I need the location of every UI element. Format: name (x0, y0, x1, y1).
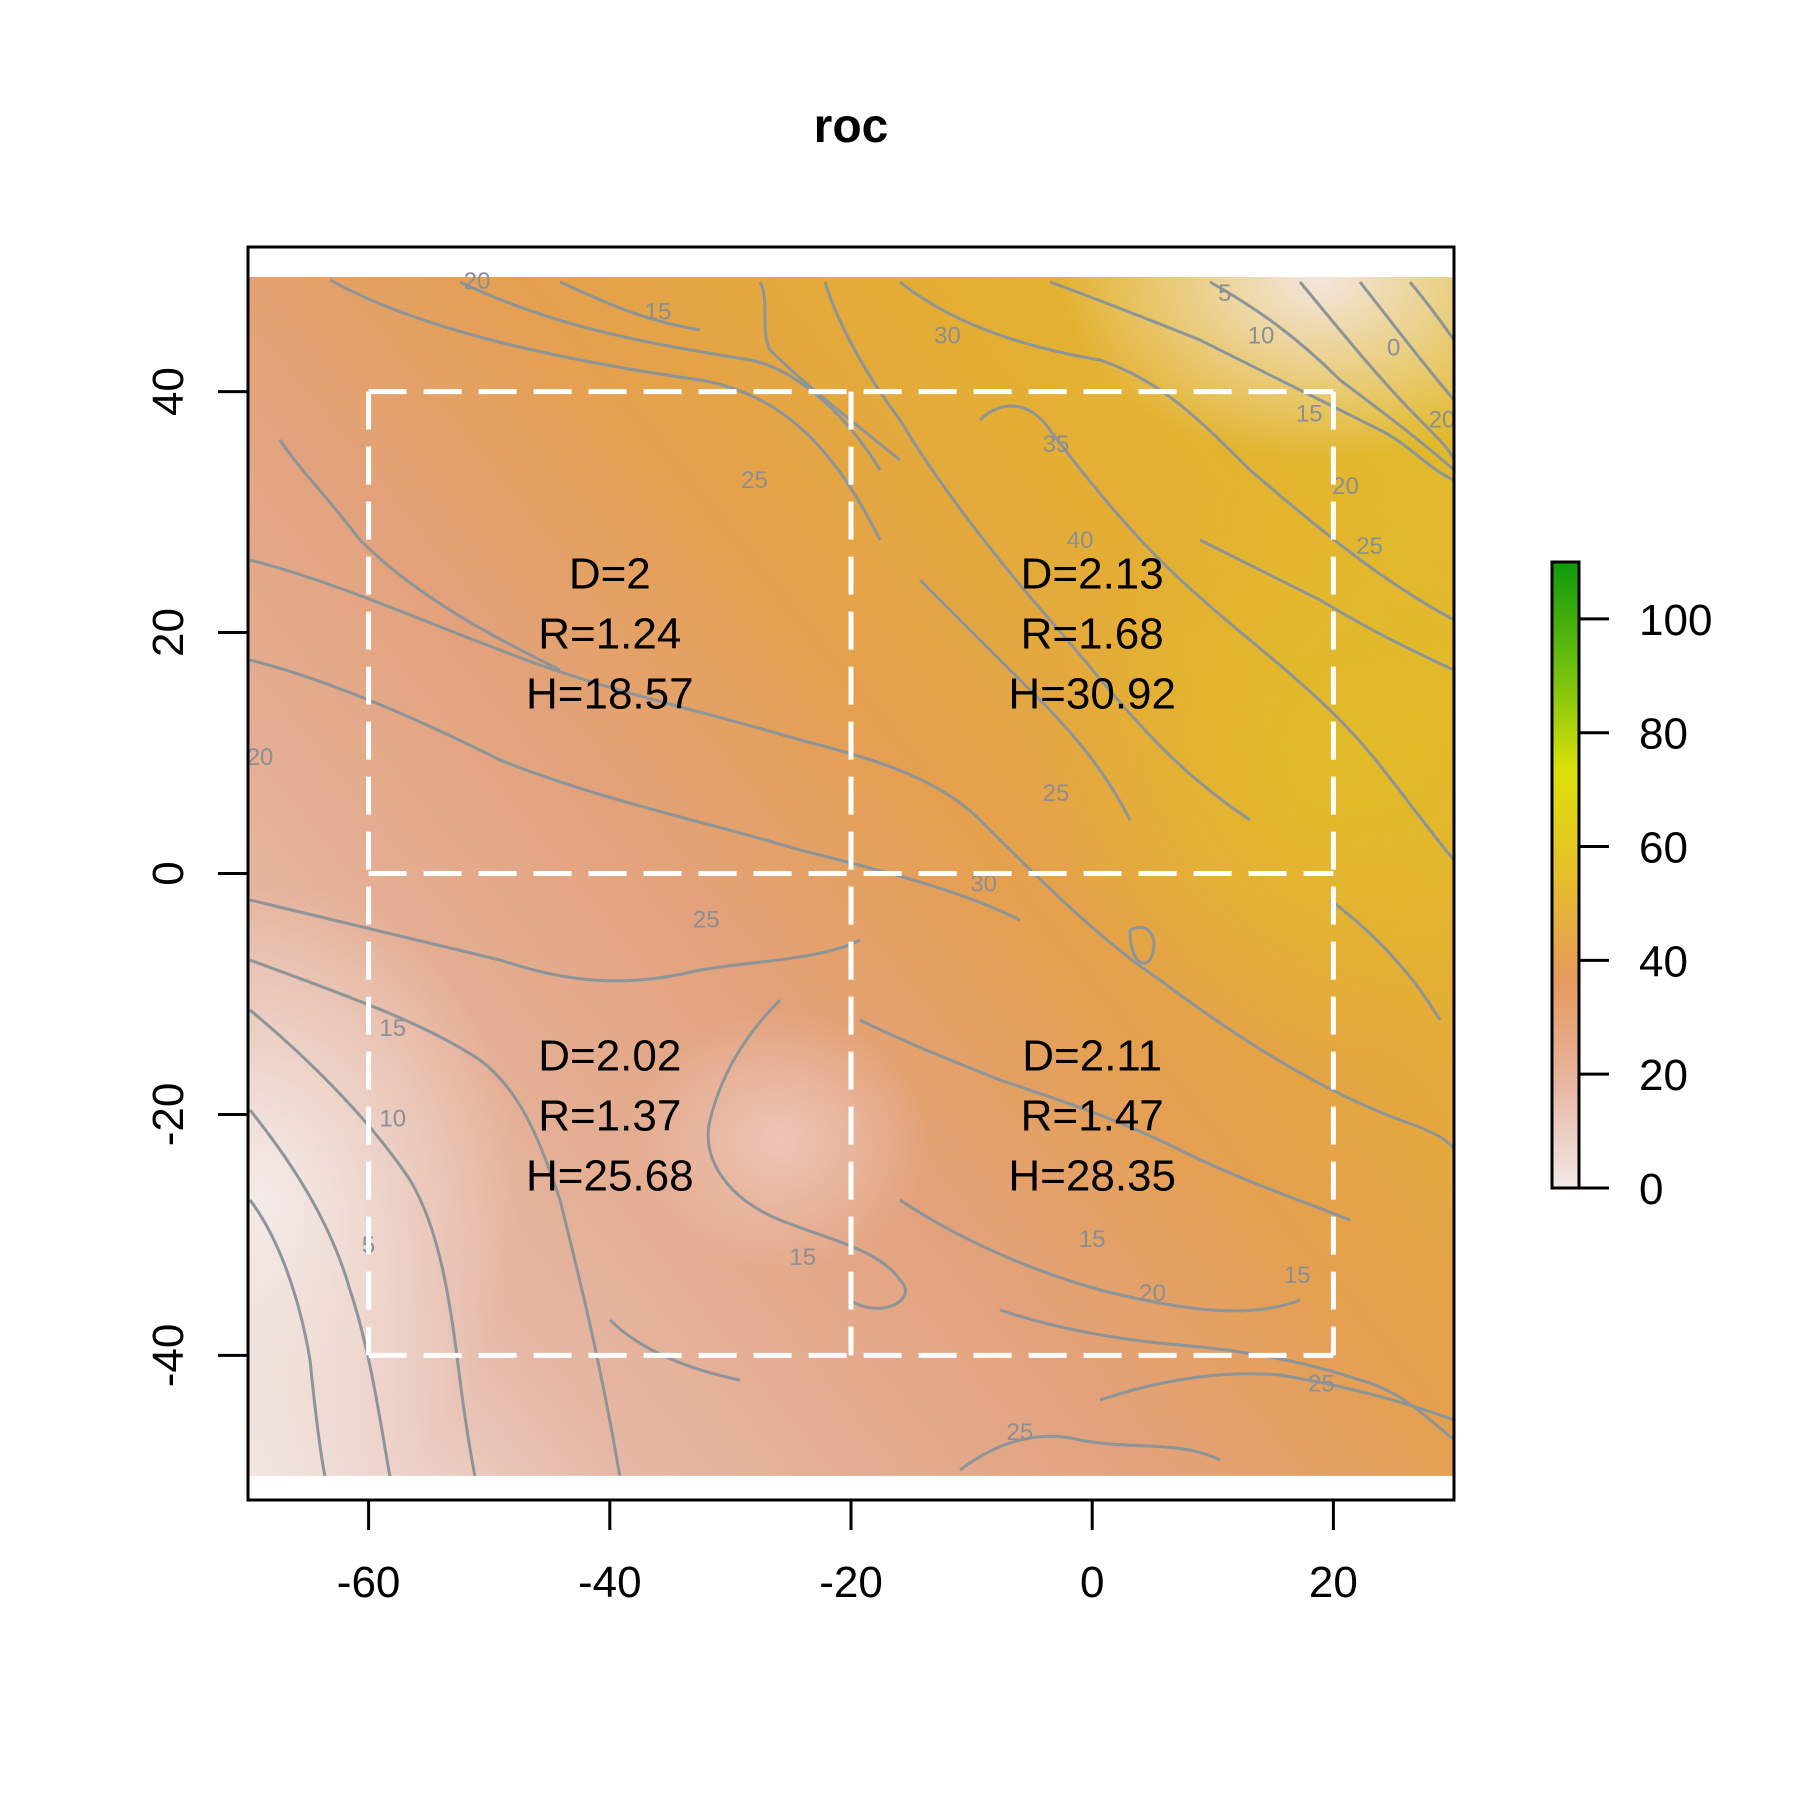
contour-label: 25 (693, 907, 720, 934)
quadrant-d-value: D=2.11 (1022, 1031, 1162, 1080)
contour-label: 15 (379, 1015, 406, 1042)
y-axis: -40 -20 0 20 40 (144, 367, 250, 1388)
colorbar-tick-label: 60 (1639, 824, 1688, 873)
contour-label: 25 (1356, 533, 1383, 560)
quadrant-h-value: H=28.35 (1008, 1151, 1176, 1200)
x-tick-label: -60 (337, 1558, 401, 1607)
quadrant-stats: D=2 R=1.24 H=18.57 (526, 550, 694, 719)
colorbar-legend: 0 20 40 60 80 100 (1550, 560, 1712, 1214)
contour-label: 15 (1284, 1262, 1311, 1289)
y-tick-label: -40 (144, 1324, 193, 1388)
quadrant-h-value: H=18.57 (526, 670, 694, 719)
quadrant-h-value: H=30.92 (1008, 670, 1176, 719)
contour-label: 0 (1387, 334, 1400, 361)
quadrant-r-value: R=1.68 (1021, 610, 1164, 659)
x-tick-label: -40 (578, 1558, 642, 1607)
chart-title: roc (814, 100, 889, 153)
contour-label: 20 (1429, 407, 1456, 434)
contour-label: 40 (1067, 527, 1094, 554)
contour-label: 10 (1248, 322, 1275, 349)
x-tick-label: -20 (819, 1558, 883, 1607)
quadrant-d-value: D=2 (569, 550, 651, 599)
contour-label: 25 (1006, 1419, 1033, 1446)
quadrant-grid (366, 389, 1336, 1358)
y-tick-label: 40 (144, 367, 193, 416)
contour-label: 25 (1043, 780, 1070, 807)
quadrant-r-value: R=1.37 (538, 1091, 681, 1140)
colorbar-ramp (1550, 560, 1581, 1190)
x-tick-label: 20 (1309, 1558, 1358, 1607)
contour-label: 15 (1079, 1226, 1106, 1253)
colorbar-tick-label: 80 (1639, 710, 1688, 759)
colorbar-tick-label: 100 (1639, 596, 1712, 645)
y-tick-label: 20 (144, 608, 193, 657)
quadrant-stats: D=2.02 R=1.37 H=25.68 (526, 1031, 694, 1200)
contour-label: 20 (1332, 473, 1359, 500)
quadrant-r-value: R=1.47 (1021, 1091, 1164, 1140)
contour-label: 10 (379, 1106, 406, 1133)
x-tick-label: 0 (1080, 1558, 1104, 1607)
y-tick-label: 0 (144, 861, 193, 885)
contour-label: 30 (934, 322, 961, 349)
colorbar-tick-label: 40 (1639, 937, 1688, 986)
colorbar-tick-label: 20 (1639, 1051, 1688, 1100)
quadrant-labels: D=2 R=1.24 H=18.57 D=2.13 R=1.68 H=30.92 D=2.0… (526, 550, 1176, 1201)
contour-label: 25 (1308, 1371, 1335, 1398)
contour-label: 35 (1043, 431, 1070, 458)
quadrant-d-value: D=2.13 (1021, 550, 1164, 599)
contour-label: 15 (1296, 401, 1323, 428)
y-tick-label: -20 (144, 1083, 193, 1147)
quadrant-d-value: D=2.02 (538, 1031, 681, 1080)
contour-label: 25 (741, 467, 768, 494)
x-axis: -60 -40 -20 0 20 (337, 1498, 1358, 1607)
contour-lines (248, 278, 1454, 1476)
quadrant-h-value: H=25.68 (526, 1151, 694, 1200)
contour-label: 20 (1139, 1280, 1166, 1307)
contour-label: 20 (464, 268, 491, 295)
quadrant-r-value: R=1.24 (538, 610, 681, 659)
contour-label: 20 (247, 744, 274, 771)
contour-label: 15 (645, 298, 672, 325)
quadrant-stats: D=2.11 R=1.47 H=28.35 (1008, 1031, 1176, 1200)
contour-label: 5 (1218, 280, 1231, 307)
contour-label: 15 (789, 1244, 816, 1271)
quadrant-stats: D=2.13 R=1.68 H=30.92 (1008, 550, 1176, 719)
colorbar-tick-label: 0 (1639, 1165, 1663, 1214)
